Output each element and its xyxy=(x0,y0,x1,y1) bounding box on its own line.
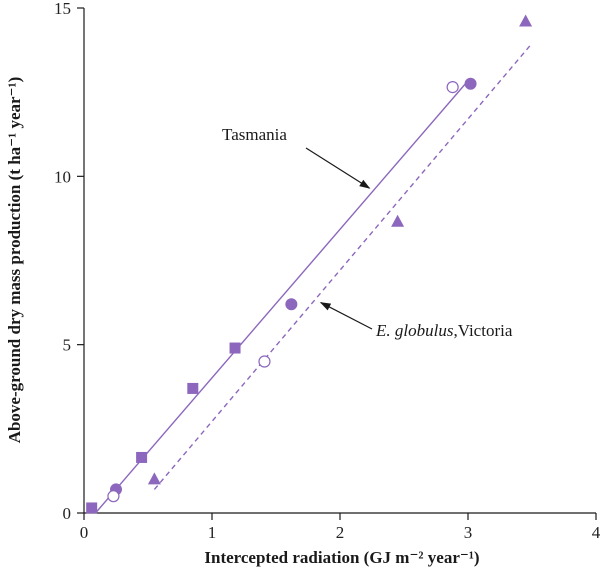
fit-line-tasmania xyxy=(94,83,466,514)
y-tick-label: 15 xyxy=(54,0,71,18)
annotations: Tasmania E. globulus,Victoria xyxy=(222,125,513,340)
annotation-e-globulus-species: E. globulus xyxy=(375,321,454,340)
data-point-square xyxy=(187,382,199,394)
annotation-e-globulus-location: ,Victoria xyxy=(453,321,512,340)
annotation-e-globulus-victoria: E. globulus,Victoria xyxy=(375,321,513,340)
x-axis-label: Intercepted radiation (GJ m⁻² year⁻¹) xyxy=(204,548,479,567)
y-axis-label: Above-ground dry mass production (t ha⁻¹… xyxy=(5,77,24,444)
data-point-square xyxy=(229,342,241,354)
data-point-open-circle xyxy=(258,355,271,368)
fit-lines xyxy=(94,42,533,514)
data-point-open-circle xyxy=(107,490,120,503)
annotation-victoria-arrow xyxy=(319,302,373,330)
y-axis-ticks: 0 5 10 15 xyxy=(54,0,84,523)
data-point-square xyxy=(136,451,148,463)
fit-line-victoria xyxy=(153,42,533,490)
data-points xyxy=(86,14,533,514)
x-tick-label: 2 xyxy=(336,523,345,542)
data-point-triangle xyxy=(519,14,533,27)
x-tick-label: 4 xyxy=(592,523,600,542)
y-tick-label: 0 xyxy=(63,504,72,523)
x-tick-label: 1 xyxy=(208,523,217,542)
y-tick-label: 5 xyxy=(63,336,72,355)
x-axis-ticks: 0 1 2 3 4 xyxy=(80,513,600,542)
annotation-tasmania-arrow xyxy=(305,147,371,189)
data-point-filled-circle xyxy=(464,77,477,90)
data-point-square xyxy=(86,502,98,514)
data-point-triangle xyxy=(391,214,405,227)
y-tick-label: 10 xyxy=(54,167,71,186)
annotation-tasmania: Tasmania xyxy=(222,125,287,144)
data-point-open-circle xyxy=(446,81,459,94)
x-tick-label: 3 xyxy=(464,523,473,542)
data-point-triangle xyxy=(147,472,161,485)
x-tick-label: 0 xyxy=(80,523,89,542)
data-point-filled-circle xyxy=(285,298,298,311)
